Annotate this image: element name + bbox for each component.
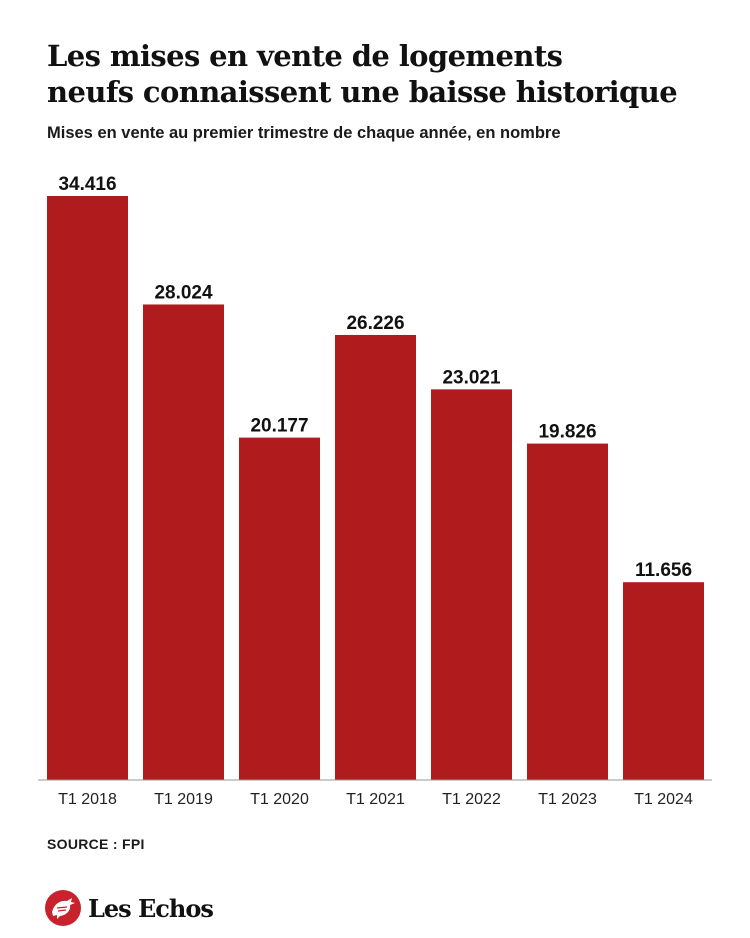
bar-t1-2023 <box>527 443 608 780</box>
value-labels-group: 34.416 28.024 20.177 26.226 23.021 19.826 11.6… <box>58 174 692 581</box>
bar-t1-2018 <box>47 196 128 780</box>
bar-t1-2020 <box>239 437 320 780</box>
les-echos-logo: Les Echos <box>45 888 214 928</box>
chart-title-line-2: neufs connaissent une baisse historique <box>47 75 678 109</box>
chart-subtitle: Mises en vente au premier trimestre de c… <box>47 124 561 142</box>
chart-title-line-1: Les mises en vente de logements <box>47 39 563 73</box>
x-tick-label: T1 2018 <box>58 791 117 808</box>
x-tick-label: T1 2024 <box>634 791 693 808</box>
x-tick-label: T1 2019 <box>154 791 213 808</box>
bar-value-label: 26.226 <box>346 313 404 334</box>
bar-t1-2022 <box>431 389 512 780</box>
x-tick-label: T1 2023 <box>538 791 597 808</box>
bar-value-label: 23.021 <box>442 367 501 388</box>
x-tick-labels-group: T1 2018 T1 2019 T1 2020 T1 2021 T1 2022 T1 20… <box>58 791 693 808</box>
bars-group <box>47 196 704 780</box>
bar-chart: 34.416 28.024 20.177 26.226 23.021 19.826 11.6… <box>38 174 712 808</box>
bar-t1-2019 <box>143 304 224 780</box>
bar-value-label: 28.024 <box>154 282 213 303</box>
x-tick-label: T1 2021 <box>346 791 405 808</box>
x-tick-label: T1 2022 <box>442 791 501 808</box>
bar-value-label: 11.656 <box>635 560 692 581</box>
brand-name: Les Echos <box>88 893 214 923</box>
bar-value-label: 34.416 <box>58 174 116 195</box>
bar-t1-2024 <box>623 582 704 780</box>
x-tick-label: T1 2020 <box>250 791 309 808</box>
chart-title: Les mises en vente de logements neufs co… <box>47 38 727 110</box>
bar-value-label: 19.826 <box>538 422 596 443</box>
bar-value-label: 20.177 <box>250 416 308 437</box>
bar-t1-2021 <box>335 334 416 780</box>
rooster-icon <box>45 890 81 926</box>
source-note: SOURCE : FPI <box>47 836 145 852</box>
